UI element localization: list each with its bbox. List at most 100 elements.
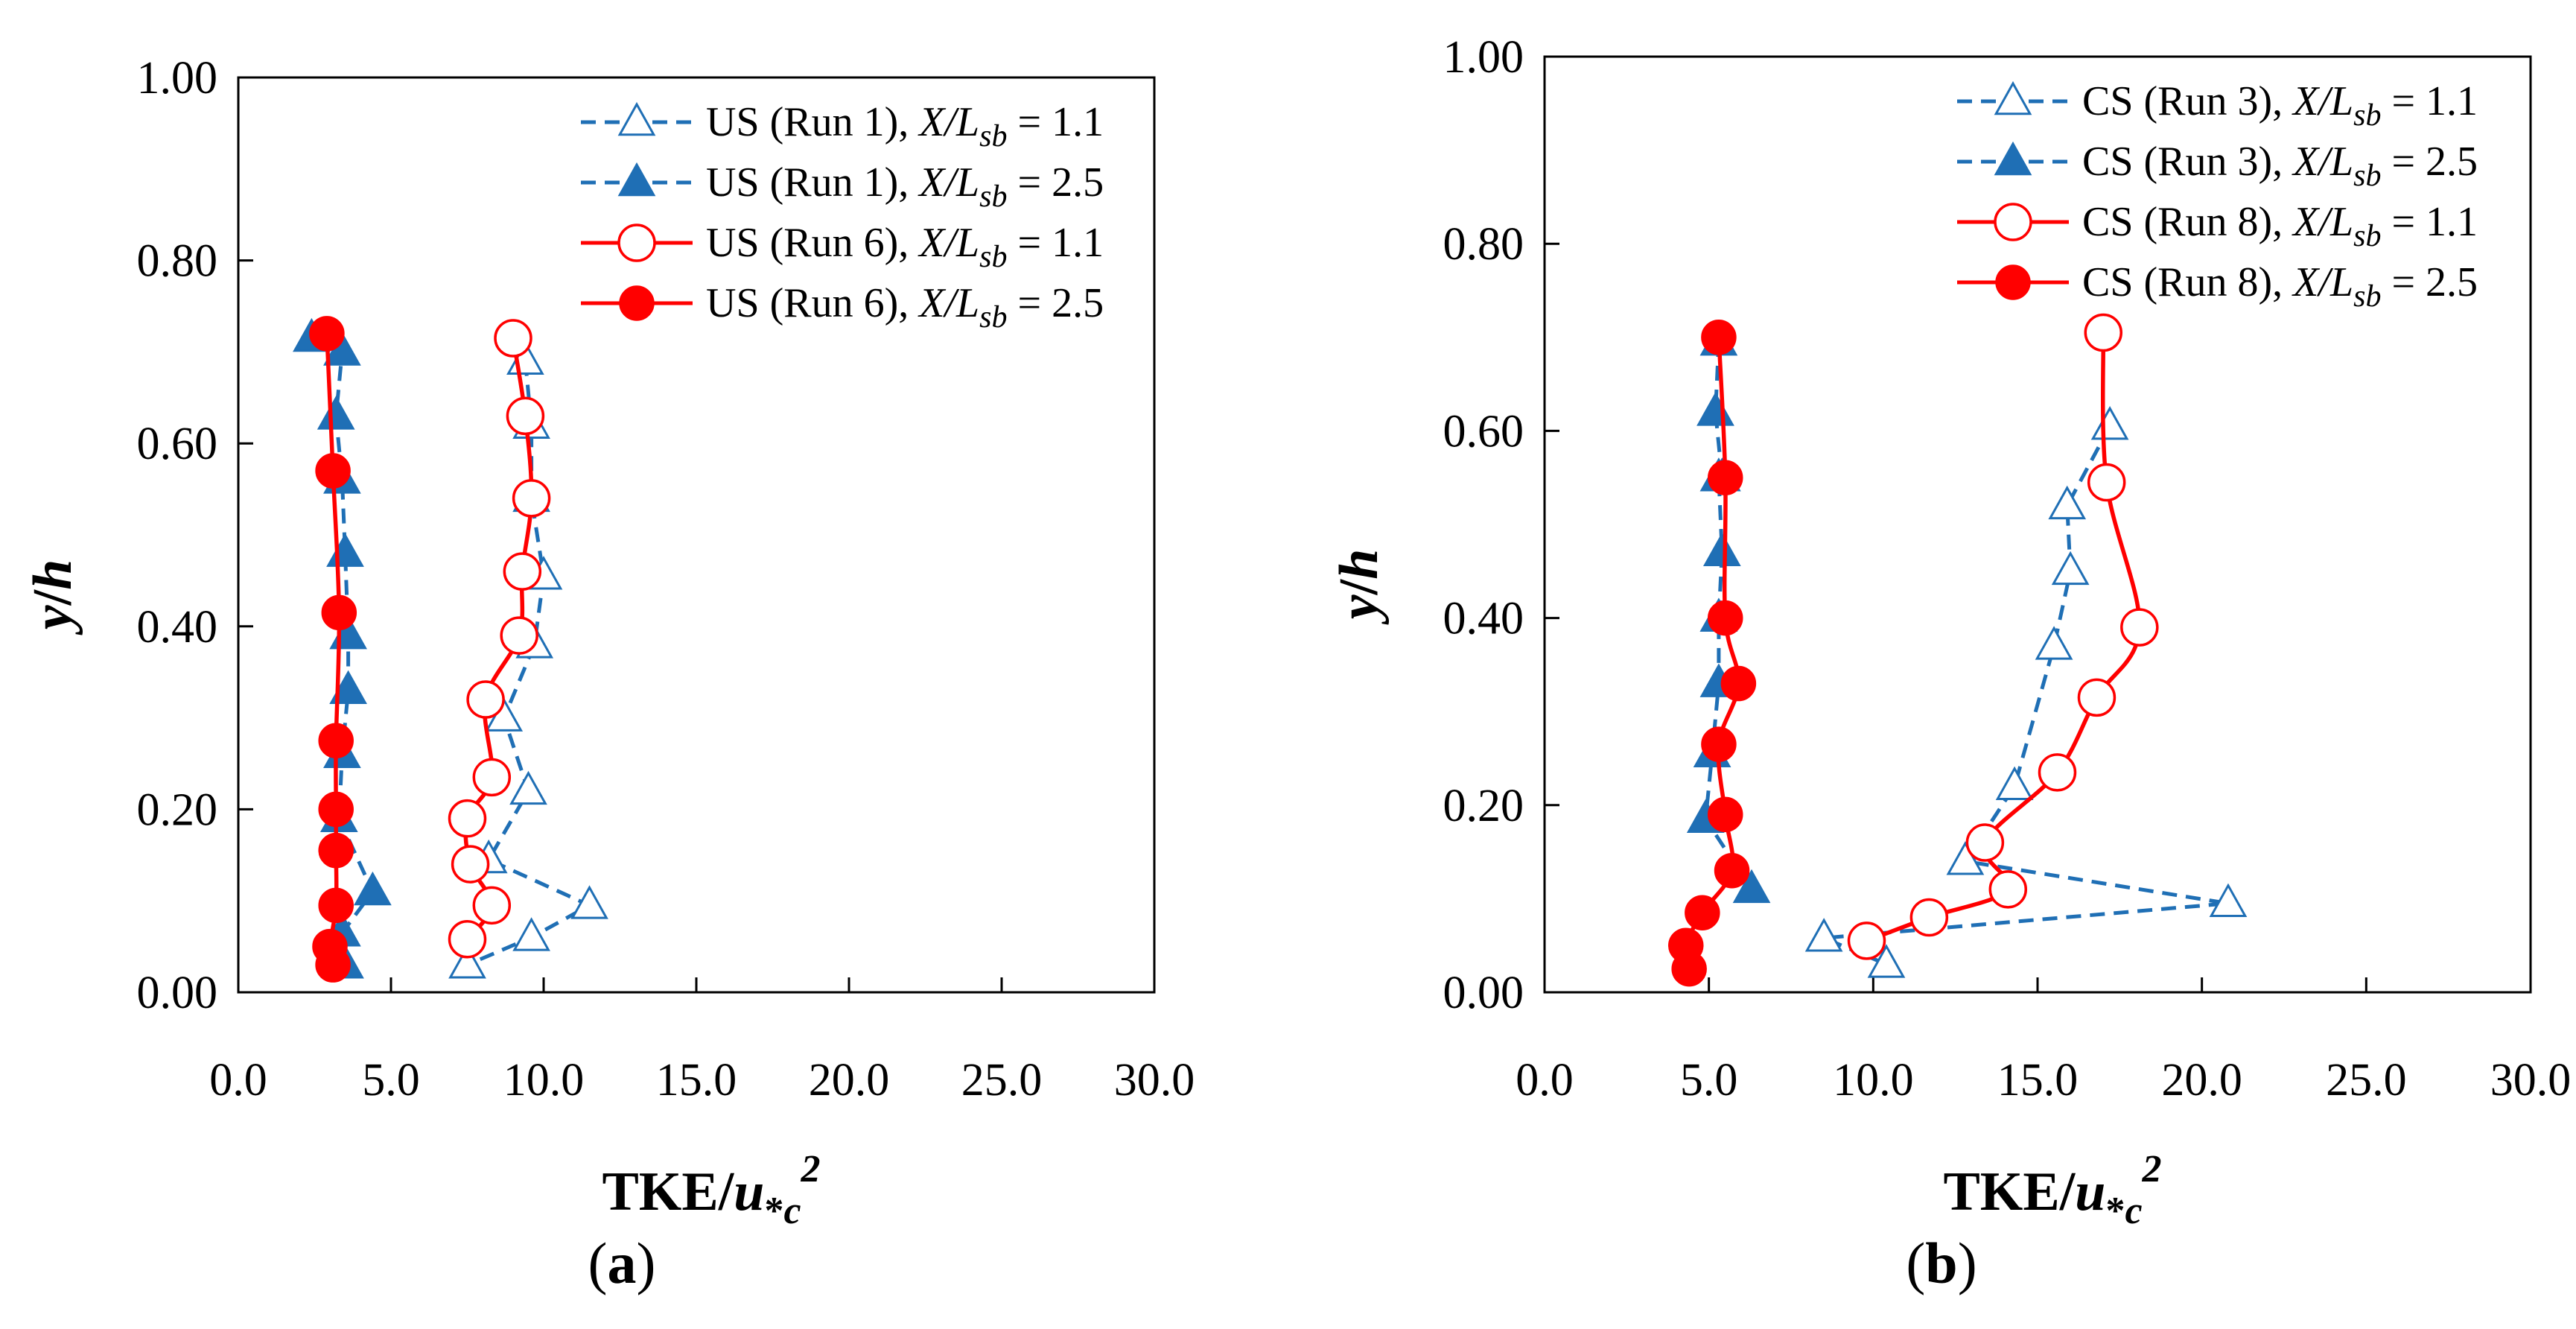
data-point <box>2087 463 2126 502</box>
legend-entry-3: US (Run 6), X/Lsb = 1.1 <box>581 220 1104 274</box>
legend-slash: / <box>2316 139 2333 185</box>
data-point <box>354 871 392 906</box>
legend-suffix: = 1.1 <box>2381 199 2478 245</box>
series-4 <box>309 316 357 983</box>
legend-slash: / <box>942 159 959 206</box>
data-point <box>2048 485 2087 520</box>
y-axis-title: y/h <box>22 559 83 636</box>
legend-slash: / <box>942 220 959 266</box>
x-tick-label: 25.0 <box>2326 1055 2407 1106</box>
y-tick-label: 1.00 <box>1443 32 1524 83</box>
data-point <box>509 770 547 805</box>
legend-var: X <box>917 280 947 326</box>
series-1 <box>1804 406 2248 978</box>
legend-marker <box>617 101 656 136</box>
legend-entry-2: US (Run 1), X/Lsb = 2.5 <box>581 159 1104 214</box>
x-axis-title: TKE/u*c2 <box>1943 1148 2161 1232</box>
data-point <box>2209 883 2248 917</box>
legend-entry-1: CS (Run 3), X/Lsb = 1.1 <box>1957 78 2478 133</box>
data-point <box>570 885 608 919</box>
legend-label: CS (Run 3), X/Lsb = 2.5 <box>2082 139 2478 193</box>
legend-prefix: US (Run 1), <box>706 99 919 145</box>
x-axis-title-main: TKE/ <box>1943 1161 2076 1222</box>
x-tick-label: 20.0 <box>2161 1055 2242 1106</box>
y-axis-title: y/h <box>1329 549 1390 626</box>
data-point <box>1867 944 1906 978</box>
legend-label: US (Run 1), X/Lsb = 1.1 <box>706 99 1104 153</box>
legend-entry-3: CS (Run 8), X/Lsb = 1.1 <box>1957 199 2478 253</box>
data-point <box>329 670 367 705</box>
series-4 <box>1668 320 1757 987</box>
legend-suffix: = 1.1 <box>2381 78 2478 124</box>
x-axis-title-sub-star: * <box>2105 1190 2125 1232</box>
x-tick-label: 0.0 <box>209 1055 267 1106</box>
data-point <box>2077 678 2117 717</box>
data-point <box>1702 532 1741 566</box>
data-point <box>512 479 551 518</box>
data-point <box>317 396 355 430</box>
legend-sub: sb <box>979 180 1007 214</box>
data-point <box>1707 796 1743 833</box>
x-axis-title-sup: 2 <box>2142 1148 2162 1190</box>
legend-var: X <box>917 159 947 206</box>
data-point <box>1804 918 1843 952</box>
data-point <box>309 316 345 352</box>
legend-prefix: US (Run 6), <box>706 220 919 266</box>
x-axis-title-var: u <box>734 1161 764 1222</box>
data-point <box>1909 898 1949 937</box>
legend-prefix: CS (Run 3), <box>2082 78 2293 124</box>
data-point <box>1696 392 1734 426</box>
y-tick-label: 0.40 <box>1443 594 1524 644</box>
panel-label-open: ( <box>1906 1231 1925 1295</box>
data-point <box>1732 869 1771 904</box>
legend-var: X <box>2292 199 2321 245</box>
x-axis-title-main: TKE/ <box>602 1161 734 1222</box>
data-point <box>466 680 505 719</box>
legend-slash: / <box>2316 259 2333 305</box>
data-point <box>512 917 550 951</box>
data-point <box>315 453 351 489</box>
x-tick-label: 15.0 <box>1997 1055 2079 1106</box>
legend-prefix: CS (Run 8), <box>2082 199 2293 245</box>
series-3 <box>1847 313 2159 960</box>
legend-suffix: = 1.1 <box>1008 220 1104 266</box>
x-axis-title-var: u <box>2075 1161 2105 1222</box>
data-point <box>1946 841 1985 875</box>
panel-label-letter: b <box>1925 1231 1957 1295</box>
series-line <box>1703 341 1754 891</box>
data-point <box>1707 600 1743 636</box>
data-point <box>1701 320 1737 355</box>
legend-slash: / <box>2316 199 2333 245</box>
legend-var: X <box>917 99 947 145</box>
y-axis-title-slash: / <box>1329 578 1390 595</box>
x-tick-label: 5.0 <box>362 1055 420 1106</box>
legend-sub-var: L <box>955 280 979 326</box>
legend-entry-1: US (Run 1), X/Lsb = 1.1 <box>581 99 1104 153</box>
legend-label: US (Run 6), X/Lsb = 2.5 <box>706 280 1104 334</box>
legend-suffix: = 2.5 <box>2381 259 2478 305</box>
legend-suffix: = 2.5 <box>2381 139 2478 185</box>
panel-label-letter: a <box>608 1231 637 1295</box>
x-tick-label: 10.0 <box>503 1055 585 1106</box>
plot-area-frame <box>237 76 1156 994</box>
x-tick-label: 15.0 <box>656 1055 737 1106</box>
legend-prefix: CS (Run 8), <box>2082 259 2293 305</box>
legend-marker <box>617 223 656 262</box>
legend-sub: sb <box>979 119 1007 153</box>
legend-entry-4: US (Run 6), X/Lsb = 2.5 <box>581 280 1104 334</box>
data-point <box>448 945 486 979</box>
data-point <box>312 928 348 965</box>
data-point <box>2038 753 2077 792</box>
legend-prefix: CS (Run 3), <box>2082 139 2293 185</box>
legend-sub-var: L <box>2329 259 2353 305</box>
legend-slash: / <box>2316 78 2333 124</box>
legend-sub: sb <box>979 240 1007 274</box>
x-axis-title-sub-star: * <box>764 1190 783 1232</box>
data-point <box>318 832 354 869</box>
y-axis-title-var2: h <box>1329 549 1390 580</box>
data-point <box>2035 626 2073 660</box>
x-tick-label: 30.0 <box>1114 1055 1195 1106</box>
legend-sub-var: L <box>955 159 979 206</box>
legend-var: X <box>2292 78 2321 124</box>
